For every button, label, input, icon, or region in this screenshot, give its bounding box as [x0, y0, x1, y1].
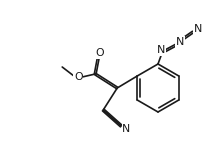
- Text: N: N: [122, 124, 130, 134]
- Text: N: N: [194, 24, 202, 34]
- Text: O: O: [74, 72, 82, 82]
- Text: N: N: [176, 37, 184, 47]
- Text: O: O: [95, 48, 103, 58]
- Text: N: N: [157, 45, 165, 55]
